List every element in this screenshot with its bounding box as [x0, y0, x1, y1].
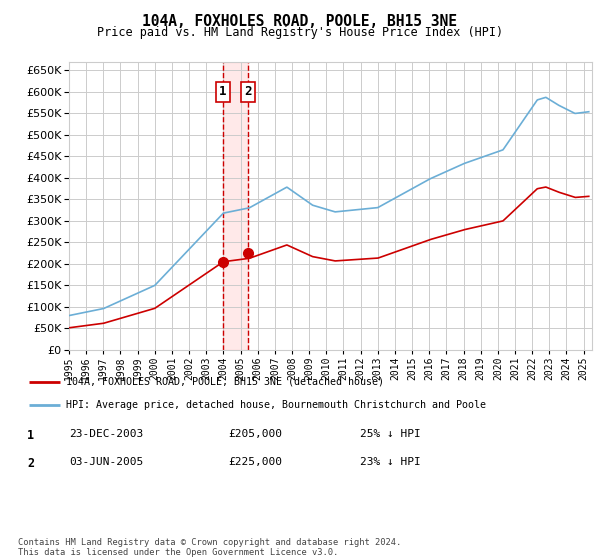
Text: 03-JUN-2005: 03-JUN-2005 [69, 457, 143, 467]
Text: 2: 2 [27, 456, 34, 470]
Text: HPI: Average price, detached house, Bournemouth Christchurch and Poole: HPI: Average price, detached house, Bour… [66, 400, 486, 410]
Text: Price paid vs. HM Land Registry's House Price Index (HPI): Price paid vs. HM Land Registry's House … [97, 26, 503, 39]
Text: 23% ↓ HPI: 23% ↓ HPI [360, 457, 421, 467]
Bar [223, 62, 248, 350]
Text: Contains HM Land Registry data © Crown copyright and database right 2024.
This d: Contains HM Land Registry data © Crown c… [18, 538, 401, 557]
Text: 1: 1 [219, 85, 227, 99]
Text: 2: 2 [244, 85, 251, 99]
Text: 104A, FOXHOLES ROAD, POOLE, BH15 3NE: 104A, FOXHOLES ROAD, POOLE, BH15 3NE [143, 14, 458, 29]
Text: £205,000: £205,000 [228, 429, 282, 439]
Text: 104A, FOXHOLES ROAD, POOLE, BH15 3NE (detached house): 104A, FOXHOLES ROAD, POOLE, BH15 3NE (de… [66, 377, 384, 387]
Text: £225,000: £225,000 [228, 457, 282, 467]
Text: 25% ↓ HPI: 25% ↓ HPI [360, 429, 421, 439]
Text: 1: 1 [27, 428, 34, 442]
Text: 23-DEC-2003: 23-DEC-2003 [69, 429, 143, 439]
